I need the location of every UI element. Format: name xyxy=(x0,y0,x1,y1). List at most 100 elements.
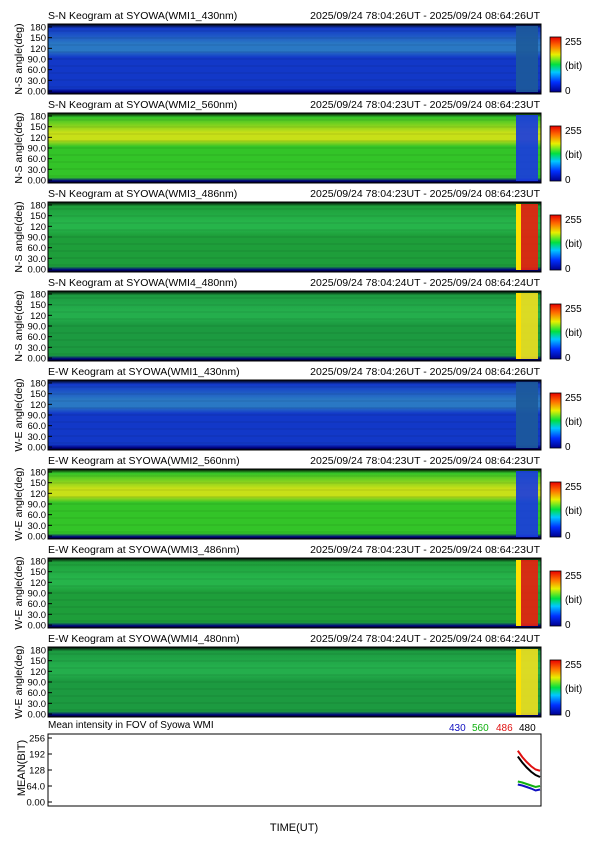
colorbar-min: 0 xyxy=(565,353,571,364)
keogram-tick-label: 30.0 xyxy=(28,254,47,265)
keogram-stripe xyxy=(48,496,541,498)
keogram-stripe xyxy=(48,257,541,259)
keogram-stripe xyxy=(48,215,541,217)
keogram-tick-label: 150 xyxy=(30,656,46,667)
colorbar-unit: (bit) xyxy=(565,684,582,695)
keogram-image xyxy=(48,469,541,539)
keogram-stripe xyxy=(48,517,541,519)
colorbar-max: 255 xyxy=(565,660,582,671)
keogram-tick-label: 30.0 xyxy=(28,432,47,443)
keogram-event-edge xyxy=(516,560,521,626)
keogram-tick-label: 90.0 xyxy=(28,411,47,422)
keogram-tick-label: 60.0 xyxy=(28,65,47,76)
keogram-tick-label: 150 xyxy=(30,300,46,311)
keogram-title: E-W Keogram at SYOWA(WMI2_560nm) xyxy=(48,455,240,467)
keogram-tick-label: 150 xyxy=(30,33,46,44)
colorbar-unit: (bit) xyxy=(565,239,582,250)
keogram-panel: E-W Keogram at SYOWA(WMI4_480nm) 2025/09/… xyxy=(13,633,582,721)
keogram-tick-label: 120 xyxy=(30,667,46,678)
keogram-tick-label: 180 xyxy=(30,557,46,568)
colorbar: 255 (bit) 0 xyxy=(549,392,582,453)
keogram-ylabel: W-E angle(deg) xyxy=(13,556,25,629)
keogram-stripe xyxy=(48,208,541,210)
keogram-stripe xyxy=(48,695,541,697)
keogram-stripe xyxy=(48,58,541,60)
keogram-stripe xyxy=(48,147,541,149)
colorbar-scale xyxy=(549,481,562,538)
keogram-title: E-W Keogram at SYOWA(WMI3_486nm) xyxy=(48,544,240,556)
colorbar-min: 0 xyxy=(565,442,571,453)
mean-tick-label: 256 xyxy=(29,734,45,745)
series-line-560 xyxy=(517,780,541,789)
keogram-stripe xyxy=(48,140,541,142)
colorbar-max: 255 xyxy=(565,304,582,315)
keogram-tick-label: 120 xyxy=(30,44,46,55)
keogram-stripe xyxy=(48,414,541,416)
keogram-stripe xyxy=(48,37,541,39)
keogram-tick-label: 0.00 xyxy=(28,176,47,187)
mean-legend: 430 560 486 480 xyxy=(449,723,536,734)
keogram-ylabel: N-S angle(deg) xyxy=(13,201,25,272)
keogram-title: S-N Keogram at SYOWA(WMI1_430nm) xyxy=(48,10,237,22)
keogram-stripe xyxy=(48,133,541,135)
keogram-stripe xyxy=(48,606,541,608)
keogram-tick-label: 30.0 xyxy=(28,76,47,87)
keogram-stripe xyxy=(48,613,541,615)
keogram-event xyxy=(516,382,538,448)
keogram-stripe xyxy=(48,571,541,573)
colorbar-min: 0 xyxy=(565,709,571,720)
keogram-stripe xyxy=(48,421,541,423)
keogram-stripe xyxy=(48,175,541,177)
keogram-tick-label: 150 xyxy=(30,389,46,400)
keogram-stripe xyxy=(48,51,541,53)
keogram-time-range: 2025/09/24 78:04:26UT - 2025/09/24 08:64… xyxy=(310,366,540,378)
keogram-tick-label: 60.0 xyxy=(28,154,47,165)
colorbar-scale xyxy=(549,214,562,271)
keogram-panel: E-W Keogram at SYOWA(WMI1_430nm) 2025/09/… xyxy=(13,366,582,454)
keogram-time-range: 2025/09/24 78:04:24UT - 2025/09/24 08:64… xyxy=(310,277,540,289)
colorbar-max: 255 xyxy=(565,393,582,404)
keogram-tick-label: 60.0 xyxy=(28,688,47,699)
keogram-stripe xyxy=(48,688,541,690)
keogram-stripe xyxy=(48,482,541,484)
keogram-stripe xyxy=(48,599,541,601)
colorbar-unit: (bit) xyxy=(565,417,582,428)
keogram-tick-label: 120 xyxy=(30,578,46,589)
keogram-stripe xyxy=(48,154,541,156)
keogram-tick-label: 90.0 xyxy=(28,500,47,511)
colorbar: 255 (bit) 0 xyxy=(549,36,582,97)
colorbar-max: 255 xyxy=(565,482,582,493)
colorbar-unit: (bit) xyxy=(565,506,582,517)
keogram-tick-label: 60.0 xyxy=(28,243,47,254)
keogram-tick-label: 120 xyxy=(30,400,46,411)
mean-tick-label: 128 xyxy=(29,766,45,777)
series-line-480 xyxy=(517,755,541,778)
keogram-panel: S-N Keogram at SYOWA(WMI3_486nm) 2025/09/… xyxy=(13,188,582,276)
keogram-panel: S-N Keogram at SYOWA(WMI4_480nm) 2025/09/… xyxy=(13,277,582,365)
keogram-image xyxy=(48,558,541,628)
keogram-title: E-W Keogram at SYOWA(WMI1_430nm) xyxy=(48,366,240,378)
keogram-stripe xyxy=(48,524,541,526)
mean-ylabel: MEAN(BIT) xyxy=(16,740,28,796)
legend-486: 486 xyxy=(496,723,513,734)
colorbar: 255 (bit) 0 xyxy=(549,570,582,631)
keogram-stripe xyxy=(48,339,541,341)
keogram-ylabel: W-E angle(deg) xyxy=(13,645,25,718)
keogram-panel: S-N Keogram at SYOWA(WMI1_430nm) 2025/09/… xyxy=(13,10,582,98)
keogram-time-range: 2025/09/24 78:04:26UT - 2025/09/24 08:64… xyxy=(310,10,540,22)
keogram-stripe xyxy=(48,126,541,128)
keogram-tick-label: 60.0 xyxy=(28,599,47,610)
time-axis-label: TIME(UT) xyxy=(270,822,318,834)
keogram-tick-label: 30.0 xyxy=(28,343,47,354)
keogram-stripe xyxy=(48,435,541,437)
keogram-ylabel: N-S angle(deg) xyxy=(13,290,25,361)
keogram-tick-label: 90.0 xyxy=(28,233,47,244)
keogram-stripe xyxy=(48,161,541,163)
colorbar: 255 (bit) 0 xyxy=(549,303,582,364)
keogram-ylabel: W-E angle(deg) xyxy=(13,467,25,540)
keogram-event-edge xyxy=(516,649,521,715)
keogram-stripe xyxy=(48,475,541,477)
keogram-tick-label: 30.0 xyxy=(28,699,47,710)
keogram-tick-label: 120 xyxy=(30,133,46,144)
